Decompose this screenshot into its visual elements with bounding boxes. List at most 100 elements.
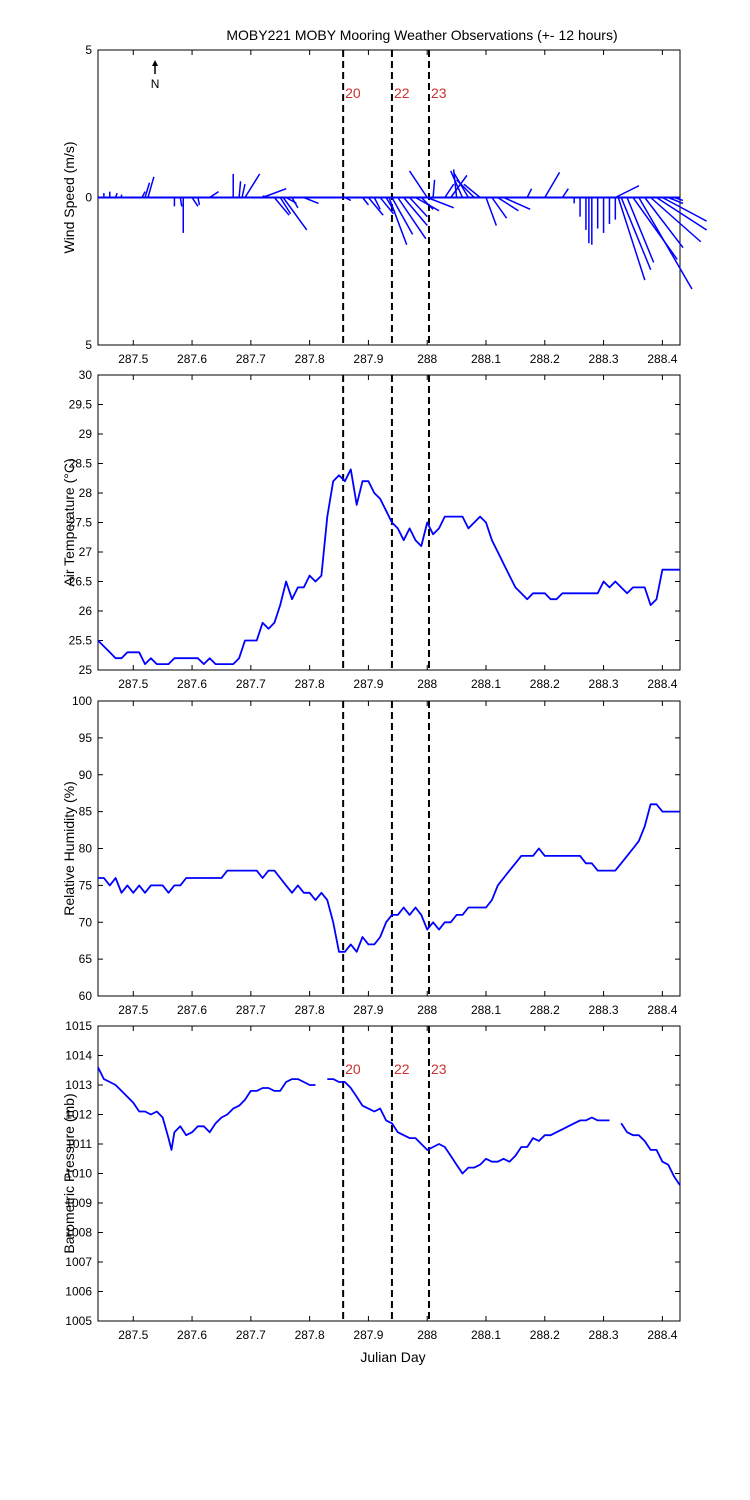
wind-stick xyxy=(432,179,436,198)
air_temp-panel: 25 25.5 26 26.5 27 27.5 28 28.5 29 29.5 30 287.5 287… xyxy=(61,368,681,691)
wind-y-tick-label: 5 xyxy=(85,43,92,57)
pressure-x-tick-label: 287.5 xyxy=(118,1328,148,1342)
wind-stick xyxy=(373,197,381,210)
air_temp-x-tick-label: 287.8 xyxy=(295,677,325,691)
wind-stick xyxy=(344,196,352,202)
wind-x-tick-label: 287.7 xyxy=(236,352,266,366)
wind-stick xyxy=(656,196,708,231)
air_temp-y-tick-label: 25 xyxy=(79,663,93,677)
wind-stick xyxy=(485,197,498,226)
wind-stick xyxy=(450,174,468,198)
humidity-y-tick-label: 85 xyxy=(79,805,93,819)
wind-x-tick-label: 287.6 xyxy=(177,352,207,366)
pressure-x-tick-label: 288.4 xyxy=(647,1328,677,1342)
pressure-x-tick-label: 288 xyxy=(417,1328,437,1342)
wind-y-axis-title: Wind Speed (m/s) xyxy=(61,141,77,253)
air_temp-x-tick-label: 287.5 xyxy=(118,677,148,691)
north-arrowhead-icon xyxy=(152,60,159,66)
wind-event-marker-label: 22 xyxy=(394,85,410,101)
figure-title: MOBY221 MOBY Mooring Weather Observation… xyxy=(226,27,617,43)
pressure-x-tick-label: 288.1 xyxy=(471,1328,501,1342)
humidity-x-tick-label: 288 xyxy=(417,1003,437,1017)
wind-stick xyxy=(456,179,475,199)
wind-stick xyxy=(279,197,292,215)
air_temp-y-tick-label: 28.5 xyxy=(69,457,93,471)
wind-stick xyxy=(626,197,655,263)
wind-stick xyxy=(409,196,428,218)
wind-x-tick-label: 287.5 xyxy=(118,352,148,366)
pressure-x-tick-label: 288.3 xyxy=(589,1328,619,1342)
air_temp-x-tick-label: 288.3 xyxy=(589,677,619,691)
wind-x-tick-label: 287.9 xyxy=(353,352,383,366)
wind-stick xyxy=(391,197,414,235)
wind-event-marker-label: 23 xyxy=(431,85,447,101)
air_temp-y-tick-label: 28 xyxy=(79,486,93,500)
pressure-y-tick-label: 1008 xyxy=(65,1226,92,1240)
wind-stick xyxy=(617,197,646,281)
wind-stick xyxy=(620,197,652,271)
wind-stick xyxy=(144,182,151,198)
wind-stick xyxy=(426,196,455,209)
humidity-x-tick-label: 287.5 xyxy=(118,1003,148,1017)
air_temp-x-tick-label: 288.1 xyxy=(471,677,501,691)
wind-x-tick-label: 288.1 xyxy=(471,352,501,366)
wind-panel: 5 0 5 287.5 287.6 287.7 287.8 287.9 288 288.1 288.… xyxy=(61,43,708,366)
pressure-y-tick-label: 1012 xyxy=(65,1108,92,1122)
wind-stick xyxy=(262,187,287,199)
air_temp-series-line xyxy=(97,468,680,665)
humidity-y-axis-title: Relative Humidity (%) xyxy=(61,781,77,916)
wind-y-tick-label: 0 xyxy=(85,191,92,205)
air_temp-x-tick-label: 288 xyxy=(417,677,437,691)
humidity-y-tick-label: 65 xyxy=(79,952,93,966)
humidity-x-tick-label: 287.8 xyxy=(295,1003,325,1017)
humidity-panel: 60 65 70 75 80 85 90 95 100 287.5 287.6 287.7 287.8 2… xyxy=(61,694,681,1017)
wind-stick xyxy=(303,196,319,205)
wind-stick xyxy=(388,197,408,245)
wind-stick xyxy=(449,170,464,198)
humidity-x-tick-label: 287.6 xyxy=(177,1003,207,1017)
pressure-event-marker-label: 22 xyxy=(394,1061,410,1077)
wind-x-tick-label: 288.2 xyxy=(530,352,560,366)
wind-stick xyxy=(379,197,395,215)
wind-stick xyxy=(191,197,199,207)
air_temp-y-axis-title: Air Temperature (°C) xyxy=(61,458,77,586)
wind-stick xyxy=(544,172,561,198)
air_temp-x-tick-label: 287.7 xyxy=(236,677,266,691)
pressure-series-line xyxy=(620,1122,681,1186)
air_temp-y-tick-label: 26.5 xyxy=(69,575,93,589)
humidity-x-tick-label: 288.1 xyxy=(471,1003,501,1017)
air_temp-y-tick-label: 30 xyxy=(79,368,93,382)
wind-stick xyxy=(209,190,219,199)
wind-x-tick-label: 288.3 xyxy=(589,352,619,366)
wind-stick xyxy=(408,170,428,198)
pressure-y-tick-label: 1011 xyxy=(66,1137,92,1151)
wind-stick xyxy=(397,197,427,240)
pressure-event-marker-label: 23 xyxy=(431,1061,447,1077)
wind-stick xyxy=(526,188,533,198)
air_temp-x-tick-label: 288.4 xyxy=(647,677,677,691)
air_temp-y-tick-label: 29 xyxy=(79,427,93,441)
wind-stick xyxy=(197,197,201,206)
air_temp-y-tick-label: 25.5 xyxy=(69,634,93,648)
wind-x-tick-label: 288.4 xyxy=(647,352,677,366)
pressure-y-tick-label: 1014 xyxy=(65,1049,92,1063)
wind-stick xyxy=(262,195,269,199)
wind-stick xyxy=(244,173,261,198)
pressure-x-tick-label: 287.6 xyxy=(177,1328,207,1342)
wind-stick xyxy=(463,183,481,199)
humidity-x-tick-label: 287.7 xyxy=(236,1003,266,1017)
wind-stick xyxy=(273,197,290,216)
wind-stick xyxy=(667,196,684,205)
pressure-x-tick-label: 287.9 xyxy=(353,1328,383,1342)
humidity-y-tick-label: 90 xyxy=(79,768,93,782)
air_temp-y-tick-label: 27.5 xyxy=(69,516,93,530)
pressure-panel: 1005 1006 1007 1008 1009 1010 1011 1012 1013 1014… xyxy=(61,1019,681,1342)
panels: 5 0 5 287.5 287.6 287.7 287.8 287.9 288 288.1 288.… xyxy=(61,43,708,1342)
humidity-y-tick-label: 100 xyxy=(72,694,92,708)
wind-stick xyxy=(282,197,308,231)
north-label: N xyxy=(151,77,160,91)
wind-stick xyxy=(147,176,155,198)
wind-stick xyxy=(241,184,246,198)
